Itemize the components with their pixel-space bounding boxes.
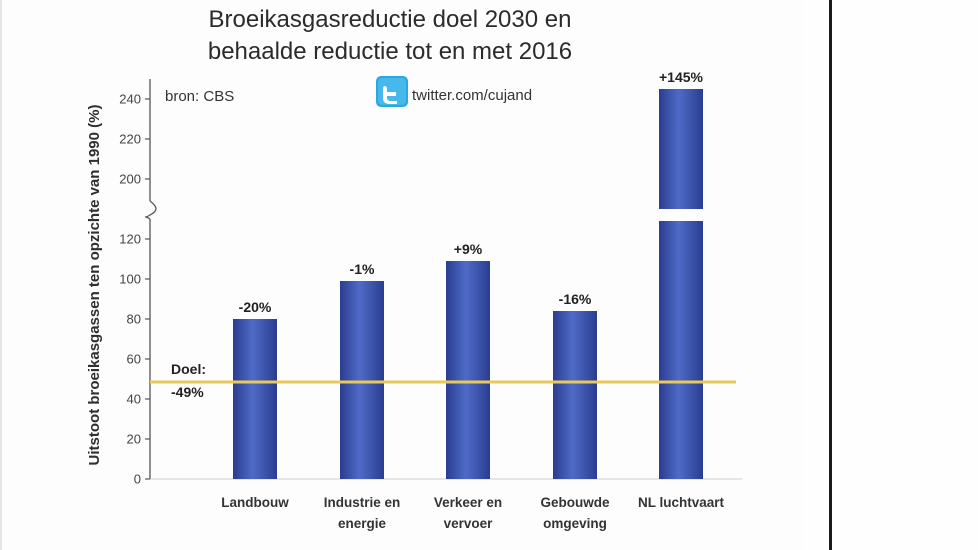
chart-title-line-1: Broeikasgasreductie doel 2030 en — [209, 6, 572, 33]
goal-label-line-2: -49% — [171, 384, 204, 400]
category-label: NL luchtvaart — [638, 495, 725, 510]
y-tick-label: 120 — [119, 232, 141, 247]
y-tick-label: 240 — [119, 92, 141, 107]
y-tick-label: 0 — [134, 472, 141, 487]
y-axis: 0 20 40 60 80 100 120 200 220 240 — [119, 79, 742, 487]
axis-break-mark — [144, 200, 157, 220]
chart-title-line-2: behaalde reductie tot en met 2016 — [208, 38, 572, 65]
y-tick-label: 220 — [119, 132, 141, 147]
y-axis-label: Uitstoot broeikasgassen ten opzichte van… — [86, 105, 103, 466]
left-divider — [0, 0, 2, 550]
data-label: -1% — [350, 261, 375, 277]
category-label: Landbouw — [221, 495, 289, 510]
credit-label: twitter.com/cujand — [412, 87, 532, 104]
bar — [340, 281, 384, 479]
right-divider — [829, 0, 832, 550]
y-tick-label: 40 — [127, 392, 141, 407]
goal-label-line-1: Doel: — [171, 361, 206, 377]
y-tick-label: 200 — [119, 172, 141, 187]
data-label: -16% — [559, 291, 592, 307]
bar — [553, 311, 597, 479]
data-label: -20% — [239, 299, 272, 315]
category-label: omgeving — [543, 516, 607, 531]
category-label: Verkeer en — [434, 495, 502, 510]
data-label: +9% — [454, 241, 483, 257]
category-label: Gebouwde — [540, 495, 609, 510]
y-tick-label: 100 — [119, 272, 141, 287]
twitter-icon — [376, 76, 408, 107]
bar-lower-segment — [659, 221, 703, 479]
y-tick-label: 60 — [127, 352, 141, 367]
y-tick-label: 80 — [127, 312, 141, 327]
y-tick-label: 20 — [127, 432, 141, 447]
source-label: bron: CBS — [165, 88, 234, 105]
data-label: +145% — [659, 69, 704, 85]
category-label: vervoer — [444, 516, 494, 531]
category-label: Industrie en — [324, 495, 401, 510]
category-label: energie — [338, 516, 387, 531]
bar-upper-segment — [659, 89, 703, 209]
bar — [446, 261, 490, 479]
bar — [233, 319, 277, 479]
